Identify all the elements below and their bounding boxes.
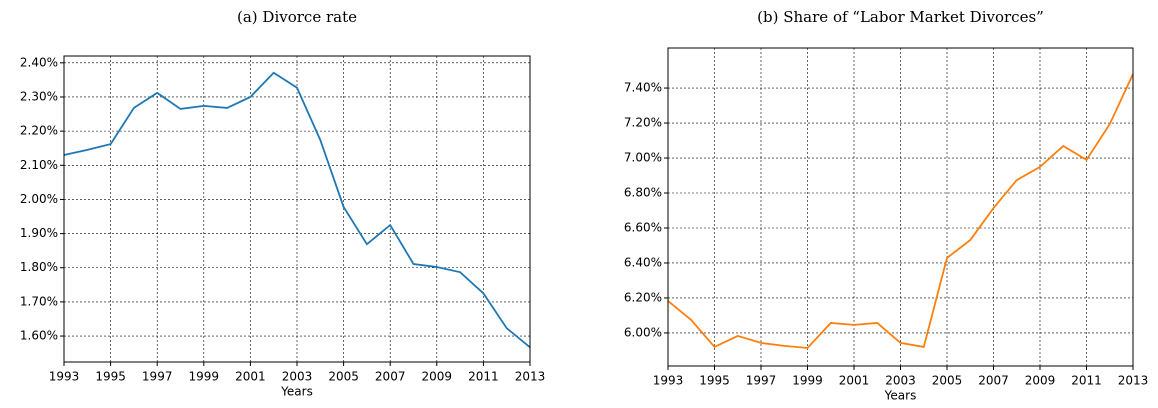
x-tick-label: 2013 xyxy=(515,370,546,384)
x-tick-label: 1993 xyxy=(49,370,80,384)
plot-frame xyxy=(667,47,1134,367)
plot-frame xyxy=(63,55,531,363)
x-tick-label: 2009 xyxy=(422,370,453,384)
x-tick-label: 1995 xyxy=(699,374,730,388)
x-tick-label: 2007 xyxy=(375,370,406,384)
y-tick-label: 7.40% xyxy=(624,81,662,95)
x-tick-label: 2007 xyxy=(978,374,1009,388)
y-tick-label: 7.00% xyxy=(624,151,662,165)
x-tick-label: 2003 xyxy=(282,370,313,384)
x-tick-label: 1995 xyxy=(95,370,126,384)
y-tick-label: 1.90% xyxy=(20,226,58,240)
y-tick-label: 6.40% xyxy=(624,255,662,269)
y-tick-label: 2.00% xyxy=(20,192,58,206)
x-tick-label: 2011 xyxy=(1071,374,1102,388)
x-tick-label: 2011 xyxy=(468,370,499,384)
chart-title: (b) Share of “Labor Market Divorces” xyxy=(757,8,1044,26)
x-tick-label: 2001 xyxy=(235,370,266,384)
data-line xyxy=(667,73,1134,349)
y-tick-label: 2.30% xyxy=(20,89,58,103)
y-tick-label: 6.00% xyxy=(624,325,662,339)
x-tick-label: 2013 xyxy=(1118,374,1149,388)
x-tick-label: 2001 xyxy=(839,374,870,388)
x-tick-label: 1997 xyxy=(746,374,777,388)
y-tick-label: 1.80% xyxy=(20,260,58,274)
y-tick-label: 6.80% xyxy=(624,186,662,200)
x-tick-label: 1997 xyxy=(142,370,173,384)
x-tick-label: 1993 xyxy=(653,374,684,388)
x-tick-label: 1999 xyxy=(792,374,823,388)
x-axis-label: Years xyxy=(280,385,313,399)
y-tick-label: 2.40% xyxy=(20,55,58,69)
x-axis-label: Years xyxy=(884,389,917,403)
x-tick-label: 2003 xyxy=(885,374,916,388)
x-tick-label: 2009 xyxy=(1025,374,1056,388)
y-tick-label: 6.60% xyxy=(624,220,662,234)
x-tick-label: 2005 xyxy=(932,374,963,388)
data-line xyxy=(63,71,531,349)
x-tick-label: 2005 xyxy=(328,370,359,384)
y-tick-label: 1.70% xyxy=(20,294,58,308)
y-tick-label: 7.20% xyxy=(624,116,662,130)
y-tick-label: 2.10% xyxy=(20,158,58,172)
y-tick-label: 6.20% xyxy=(624,290,662,304)
y-tick-label: 1.60% xyxy=(20,329,58,343)
y-tick-label: 2.20% xyxy=(20,124,58,138)
x-tick-label: 1999 xyxy=(189,370,220,384)
chart-title: (a) Divorce rate xyxy=(237,8,357,26)
